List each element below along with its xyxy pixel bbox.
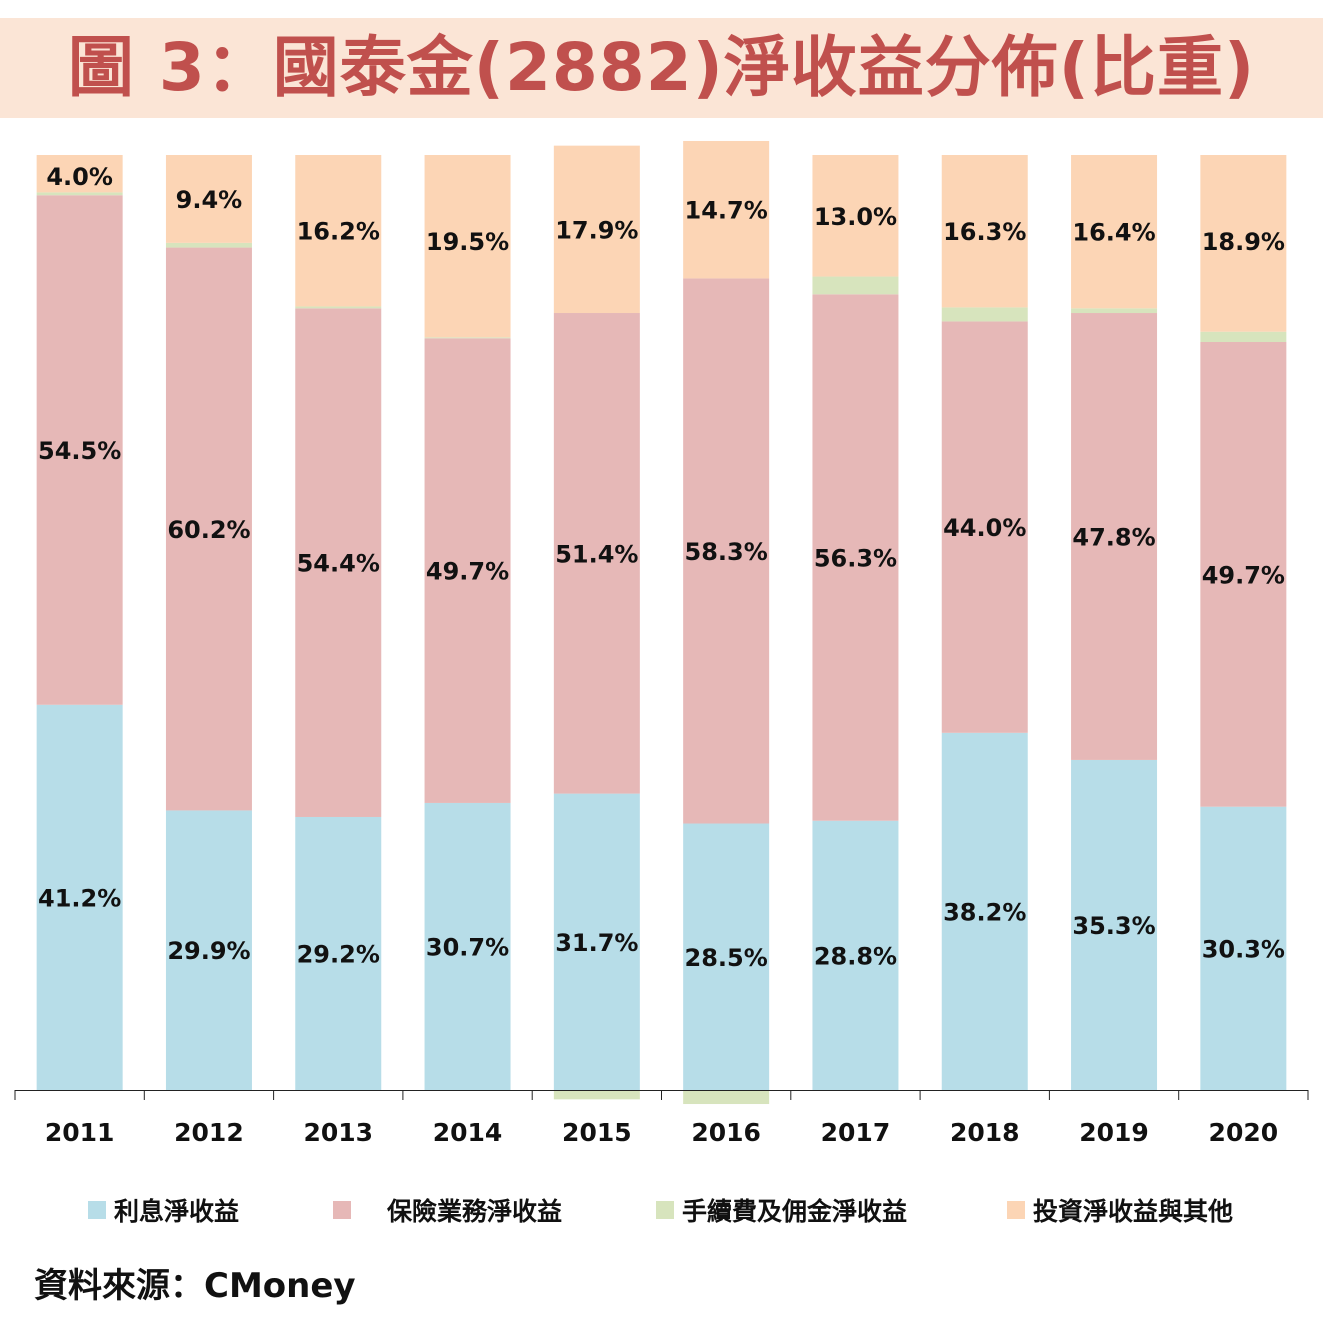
x-tick-label: 2020 (1209, 1118, 1279, 1147)
bar-segment (36, 704, 123, 1090)
data-label: 29.2% (297, 940, 380, 968)
legend-swatch (1007, 1201, 1025, 1219)
data-label: 14.7% (685, 197, 768, 225)
bar-segment (165, 155, 252, 243)
bar-segment (1200, 155, 1287, 332)
chart-title: 圖 3：國泰金(2882)淨收益分佈(比重) (67, 29, 1256, 106)
data-label: 51.4% (555, 540, 638, 568)
bar-segment (1071, 313, 1158, 760)
data-label: 60.2% (167, 516, 250, 544)
bar-segment (424, 338, 511, 803)
data-label: 17.9% (555, 216, 638, 244)
bar-segment (36, 195, 123, 705)
bar-segment (683, 823, 770, 1090)
data-label: 30.3% (1202, 935, 1285, 963)
x-tick-label: 2017 (821, 1118, 891, 1147)
bar-segment (424, 337, 511, 339)
bar-segment (165, 247, 252, 811)
data-label: 35.3% (1072, 912, 1155, 940)
bar-segment (165, 810, 252, 1090)
x-tick-label: 2011 (45, 1118, 115, 1147)
legend-item: 投資淨收益與其他 (1007, 1192, 1233, 1228)
bar-segment (941, 321, 1028, 733)
data-label: 30.7% (426, 933, 509, 961)
bar-segment (553, 1090, 640, 1100)
legend-item: 保險業務淨收益 (333, 1192, 562, 1228)
x-tick-label: 2014 (433, 1118, 503, 1147)
data-label: 28.8% (814, 942, 897, 970)
data-label: 13.0% (814, 203, 897, 231)
bar-segment (295, 306, 382, 309)
bar-segment (424, 802, 511, 1090)
data-label: 29.9% (167, 937, 250, 965)
legend-label: 手續費及佣金淨收益 (682, 1197, 908, 1226)
data-label: 54.4% (297, 550, 380, 578)
data-label: 19.5% (426, 228, 509, 256)
title-background (0, 18, 1323, 118)
legend-swatch (88, 1201, 106, 1219)
bar-segment (1071, 759, 1158, 1090)
data-label: 58.3% (685, 538, 768, 566)
bar-segment (1071, 155, 1158, 309)
bar-segment (1071, 308, 1158, 314)
bar-segment (553, 145, 640, 314)
data-label: 54.5% (38, 437, 121, 465)
data-label: 41.2% (38, 884, 121, 912)
legend-swatch (656, 1201, 674, 1219)
bar-segment (36, 192, 123, 196)
legend-label: 投資淨收益與其他 (1033, 1197, 1234, 1226)
data-label: 16.2% (297, 218, 380, 246)
data-label: 49.7% (426, 558, 509, 586)
legend-item: 利息淨收益 (88, 1192, 239, 1228)
x-tick-label: 2013 (303, 1118, 373, 1147)
bar-segment (941, 307, 1028, 322)
bar-segment (165, 242, 252, 248)
data-label: 4.0% (46, 163, 113, 191)
data-label: 28.5% (685, 944, 768, 972)
bar-segment (941, 155, 1028, 308)
bar-segment (553, 793, 640, 1090)
data-label: 16.4% (1072, 219, 1155, 247)
data-label: 9.4% (176, 186, 243, 214)
data-label: 18.9% (1202, 228, 1285, 256)
bar-segment (683, 278, 770, 824)
bar-segment (941, 732, 1028, 1090)
bar-segment (812, 294, 899, 821)
bar-segment (812, 820, 899, 1090)
bar-segment (295, 308, 382, 817)
bar-segment (1200, 342, 1287, 807)
bar-segment (812, 155, 899, 277)
data-label: 31.7% (555, 929, 638, 957)
data-label: 47.8% (1072, 523, 1155, 551)
bar-segment (553, 313, 640, 794)
x-tick-label: 2019 (1079, 1118, 1149, 1147)
x-tick-label: 2015 (562, 1118, 632, 1147)
x-tick-label: 2012 (174, 1118, 244, 1147)
data-label: 49.7% (1202, 561, 1285, 589)
legend-label: 保險業務淨收益 (387, 1197, 563, 1226)
bar-segment (36, 155, 123, 193)
data-label: 38.2% (943, 898, 1026, 926)
bar-segment (683, 140, 770, 279)
data-label: 56.3% (814, 545, 897, 573)
x-tick-label: 2018 (950, 1118, 1020, 1147)
source-note: 資料來源：CMoney (34, 1266, 356, 1306)
data-label: 44.0% (943, 514, 1026, 542)
legend: 利息淨收益 保險業務淨收益 手續費及佣金淨收益 投資淨收益與其他 (0, 1192, 1323, 1228)
x-tick-label: 2016 (691, 1118, 761, 1147)
legend-swatch (333, 1201, 351, 1219)
bar-segment (1200, 331, 1287, 342)
data-label: 16.3% (943, 218, 1026, 246)
bar-segment (424, 155, 511, 338)
bar-segment (1200, 806, 1287, 1090)
bar-segment (295, 816, 382, 1090)
bar-segment (812, 276, 899, 295)
legend-label: 利息淨收益 (114, 1197, 240, 1226)
legend-item: 手續費及佣金淨收益 (656, 1192, 907, 1228)
bar-segment (295, 155, 382, 307)
bar-segment (683, 1090, 770, 1105)
